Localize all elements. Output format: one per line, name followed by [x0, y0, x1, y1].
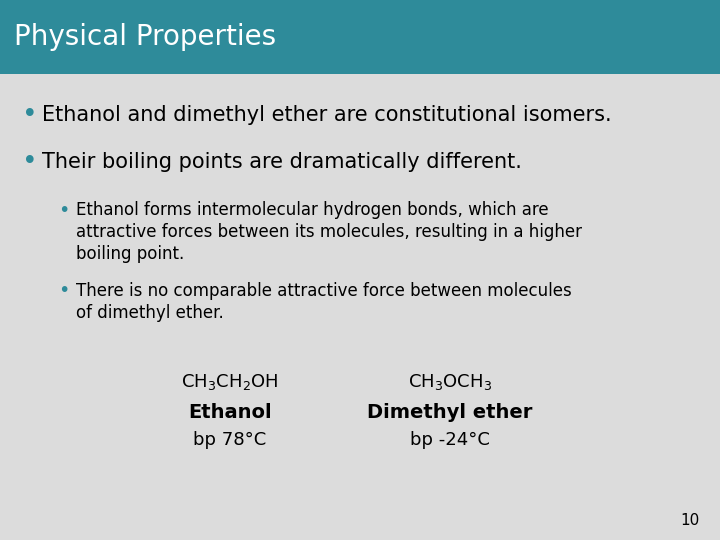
Text: Ethanol: Ethanol [188, 403, 272, 422]
Text: bp 78°C: bp 78°C [194, 431, 266, 449]
Text: •: • [22, 102, 37, 128]
Text: •: • [58, 281, 69, 300]
Text: Physical Properties: Physical Properties [14, 23, 276, 51]
Text: 10: 10 [680, 513, 700, 528]
Text: attractive forces between its molecules, resulting in a higher: attractive forces between its molecules,… [76, 223, 582, 241]
Text: of dimethyl ether.: of dimethyl ether. [76, 304, 224, 322]
Text: Ethanol forms intermolecular hydrogen bonds, which are: Ethanol forms intermolecular hydrogen bo… [76, 201, 549, 219]
Text: boiling point.: boiling point. [76, 245, 184, 263]
Text: CH$_3$CH$_2$OH: CH$_3$CH$_2$OH [181, 372, 279, 392]
Text: bp -24°C: bp -24°C [410, 431, 490, 449]
Text: •: • [58, 200, 69, 219]
FancyBboxPatch shape [0, 0, 720, 74]
Text: CH$_3$OCH$_3$: CH$_3$OCH$_3$ [408, 372, 492, 392]
Text: Ethanol and dimethyl ether are constitutional isomers.: Ethanol and dimethyl ether are constitut… [42, 105, 611, 125]
Text: •: • [22, 149, 37, 175]
Text: Their boiling points are dramatically different.: Their boiling points are dramatically di… [42, 152, 522, 172]
Text: There is no comparable attractive force between molecules: There is no comparable attractive force … [76, 282, 572, 300]
Text: Dimethyl ether: Dimethyl ether [367, 403, 533, 422]
